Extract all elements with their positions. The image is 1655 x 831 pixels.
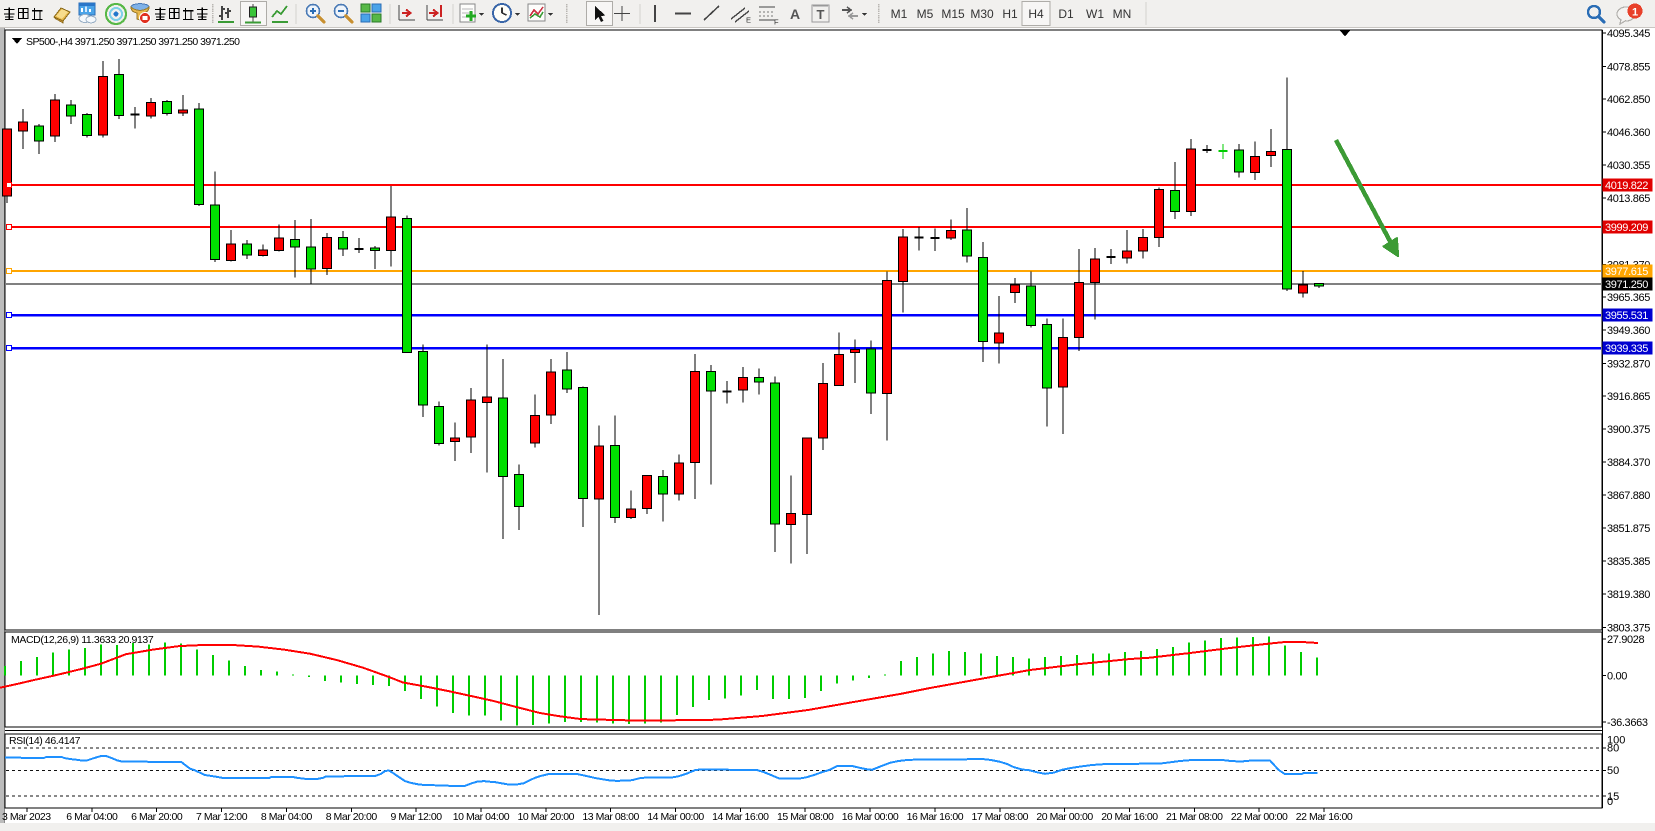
svg-text:100: 100 bbox=[1607, 735, 1625, 747]
svg-text:50: 50 bbox=[1607, 765, 1619, 777]
svg-text:SP500-,H4 3971.250 3971.250 3: SP500-,H4 3971.250 3971.250 3971.250 397… bbox=[26, 36, 240, 48]
svg-text:M5: M5 bbox=[917, 7, 934, 21]
svg-text:MACD(12,26,9) 11.3633 20.9137: MACD(12,26,9) 11.3633 20.9137 bbox=[11, 634, 154, 646]
svg-text:W1: W1 bbox=[1086, 7, 1104, 21]
svg-text:3977.615: 3977.615 bbox=[1605, 266, 1648, 278]
svg-text:3965.365: 3965.365 bbox=[1607, 292, 1650, 304]
svg-text:9 Mar 12:00: 9 Mar 12:00 bbox=[391, 811, 443, 823]
svg-text:RSI(14) 46.4147: RSI(14) 46.4147 bbox=[9, 735, 81, 747]
svg-text:7 Mar 12:00: 7 Mar 12:00 bbox=[196, 811, 248, 823]
svg-text:4030.355: 4030.355 bbox=[1607, 160, 1650, 172]
svg-text:16 Mar 00:00: 16 Mar 00:00 bbox=[842, 811, 899, 823]
svg-text:22 Mar 00:00: 22 Mar 00:00 bbox=[1231, 811, 1288, 823]
svg-text:3 Mar 2023: 3 Mar 2023 bbox=[2, 811, 51, 823]
svg-text:4013.865: 4013.865 bbox=[1607, 193, 1650, 205]
svg-text:27.9028: 27.9028 bbox=[1607, 634, 1645, 646]
svg-text:14 Mar 16:00: 14 Mar 16:00 bbox=[712, 811, 769, 823]
svg-text:T: T bbox=[817, 7, 825, 22]
svg-text:3851.875: 3851.875 bbox=[1607, 523, 1650, 535]
svg-text:3939.335: 3939.335 bbox=[1605, 343, 1648, 355]
svg-text:A: A bbox=[790, 6, 800, 22]
svg-text:3971.250: 3971.250 bbox=[1605, 279, 1648, 291]
svg-text:4019.822: 4019.822 bbox=[1605, 180, 1648, 192]
svg-text:3803.375: 3803.375 bbox=[1607, 623, 1650, 635]
svg-text:15: 15 bbox=[1607, 791, 1619, 803]
svg-text:4046.360: 4046.360 bbox=[1607, 127, 1650, 139]
svg-text:3884.370: 3884.370 bbox=[1607, 457, 1650, 469]
svg-text:0: 0 bbox=[1607, 796, 1613, 808]
svg-text:14 Mar 00:00: 14 Mar 00:00 bbox=[647, 811, 704, 823]
svg-text:3819.380: 3819.380 bbox=[1607, 589, 1650, 601]
svg-text:21 Mar 08:00: 21 Mar 08:00 bbox=[1166, 811, 1223, 823]
svg-text:F: F bbox=[774, 18, 779, 27]
svg-text:8 Mar 20:00: 8 Mar 20:00 bbox=[326, 811, 378, 823]
svg-text:8 Mar 04:00: 8 Mar 04:00 bbox=[261, 811, 313, 823]
svg-text:6 Mar 04:00: 6 Mar 04:00 bbox=[66, 811, 118, 823]
svg-text:3835.385: 3835.385 bbox=[1607, 556, 1650, 568]
svg-text:3955.531: 3955.531 bbox=[1605, 310, 1648, 322]
svg-text:E: E bbox=[746, 16, 751, 25]
svg-text:6 Mar 20:00: 6 Mar 20:00 bbox=[131, 811, 183, 823]
svg-text:1: 1 bbox=[1632, 7, 1638, 19]
svg-text:4062.850: 4062.850 bbox=[1607, 94, 1650, 106]
svg-text:20 Mar 00:00: 20 Mar 00:00 bbox=[1036, 811, 1093, 823]
svg-text:80: 80 bbox=[1607, 743, 1619, 755]
svg-text:17 Mar 08:00: 17 Mar 08:00 bbox=[972, 811, 1029, 823]
svg-text:3932.870: 3932.870 bbox=[1607, 359, 1650, 371]
svg-text:20 Mar 16:00: 20 Mar 16:00 bbox=[1101, 811, 1158, 823]
svg-text:MN: MN bbox=[1113, 7, 1132, 21]
svg-text:3999.209: 3999.209 bbox=[1605, 222, 1648, 234]
svg-text:3916.865: 3916.865 bbox=[1607, 391, 1650, 403]
svg-text:4078.855: 4078.855 bbox=[1607, 62, 1650, 74]
svg-text:3867.880: 3867.880 bbox=[1607, 490, 1650, 502]
svg-text:0.00: 0.00 bbox=[1607, 670, 1627, 682]
svg-text:4095.345: 4095.345 bbox=[1607, 28, 1650, 40]
svg-text:H4: H4 bbox=[1028, 7, 1044, 21]
svg-text:M30: M30 bbox=[970, 7, 994, 21]
svg-text:15 Mar 08:00: 15 Mar 08:00 bbox=[777, 811, 834, 823]
svg-text:H1: H1 bbox=[1002, 7, 1018, 21]
svg-text:-36.3663: -36.3663 bbox=[1607, 717, 1648, 729]
svg-text:3949.360: 3949.360 bbox=[1607, 325, 1650, 337]
svg-text:13 Mar 08:00: 13 Mar 08:00 bbox=[582, 811, 639, 823]
svg-text:M15: M15 bbox=[941, 7, 965, 21]
svg-text:16 Mar 16:00: 16 Mar 16:00 bbox=[907, 811, 964, 823]
svg-text:10 Mar 04:00: 10 Mar 04:00 bbox=[453, 811, 510, 823]
svg-text:D1: D1 bbox=[1058, 7, 1074, 21]
svg-text:M1: M1 bbox=[891, 7, 908, 21]
svg-text:10 Mar 20:00: 10 Mar 20:00 bbox=[518, 811, 575, 823]
svg-text:3900.375: 3900.375 bbox=[1607, 424, 1650, 436]
svg-text:22 Mar 16:00: 22 Mar 16:00 bbox=[1296, 811, 1353, 823]
